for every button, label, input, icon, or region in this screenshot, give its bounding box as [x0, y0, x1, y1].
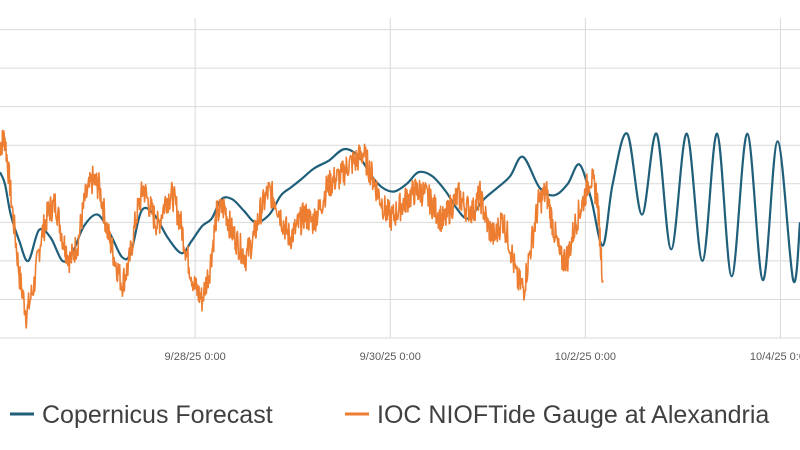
- legend-item-copernicus-forecast-label: Copernicus Forecast: [42, 401, 273, 429]
- x-tick-label-3: 10/4/25 0:00: [750, 351, 800, 363]
- x-tick-label-1: 9/30/25 0:00: [360, 351, 421, 363]
- plot-series: [0, 129, 800, 329]
- x-tick-label-0: 9/28/25 0:00: [165, 351, 226, 363]
- plot-grid: [0, 18, 800, 339]
- series-line-ioc-tide-gauge: [0, 129, 604, 329]
- legend-item-ioc-tide-gauge-label: IOC NIOFTide Gauge at Alexandria: [377, 401, 769, 429]
- chart-legend: Copernicus Forecast IOC NIOFTide Gauge at…: [10, 401, 769, 429]
- x-axis: 9/28/25 0:00 9/30/25 0:00 10/2/25 0:00 10/4…: [165, 351, 800, 363]
- series-line-copernicus-forecast: [0, 132, 800, 284]
- x-tick-label-2: 10/2/25 0:00: [555, 351, 616, 363]
